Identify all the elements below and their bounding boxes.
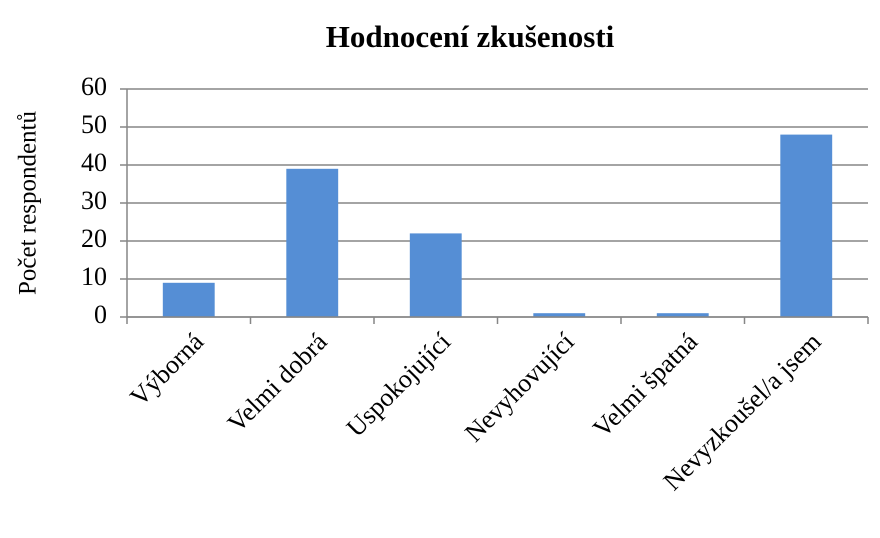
chart-title: Hodnocení zkušenosti: [326, 19, 615, 54]
x-tick-label: Velmi dobrá: [222, 327, 333, 438]
y-tick-label: 60: [81, 72, 107, 101]
y-tick-label: 40: [81, 148, 107, 177]
x-tick-label: Uspokojující: [341, 327, 457, 443]
y-tick-label: 50: [81, 110, 107, 139]
y-tick-label: 20: [81, 224, 107, 253]
y-axis-label: Počet respondentů: [15, 111, 42, 295]
bar: [780, 134, 833, 317]
bar: [409, 233, 462, 317]
bar: [656, 313, 709, 317]
x-tick-label: Nevyhovující: [459, 327, 580, 448]
y-tick-label: 10: [81, 262, 107, 291]
bar: [286, 168, 339, 317]
x-tick-label: Velmi špatná: [587, 327, 703, 443]
bar: [533, 313, 586, 317]
y-tick-label: 0: [94, 300, 107, 329]
x-tick-label: Výborná: [124, 327, 209, 412]
y-tick-label: 30: [81, 186, 107, 215]
bar: [162, 282, 215, 317]
